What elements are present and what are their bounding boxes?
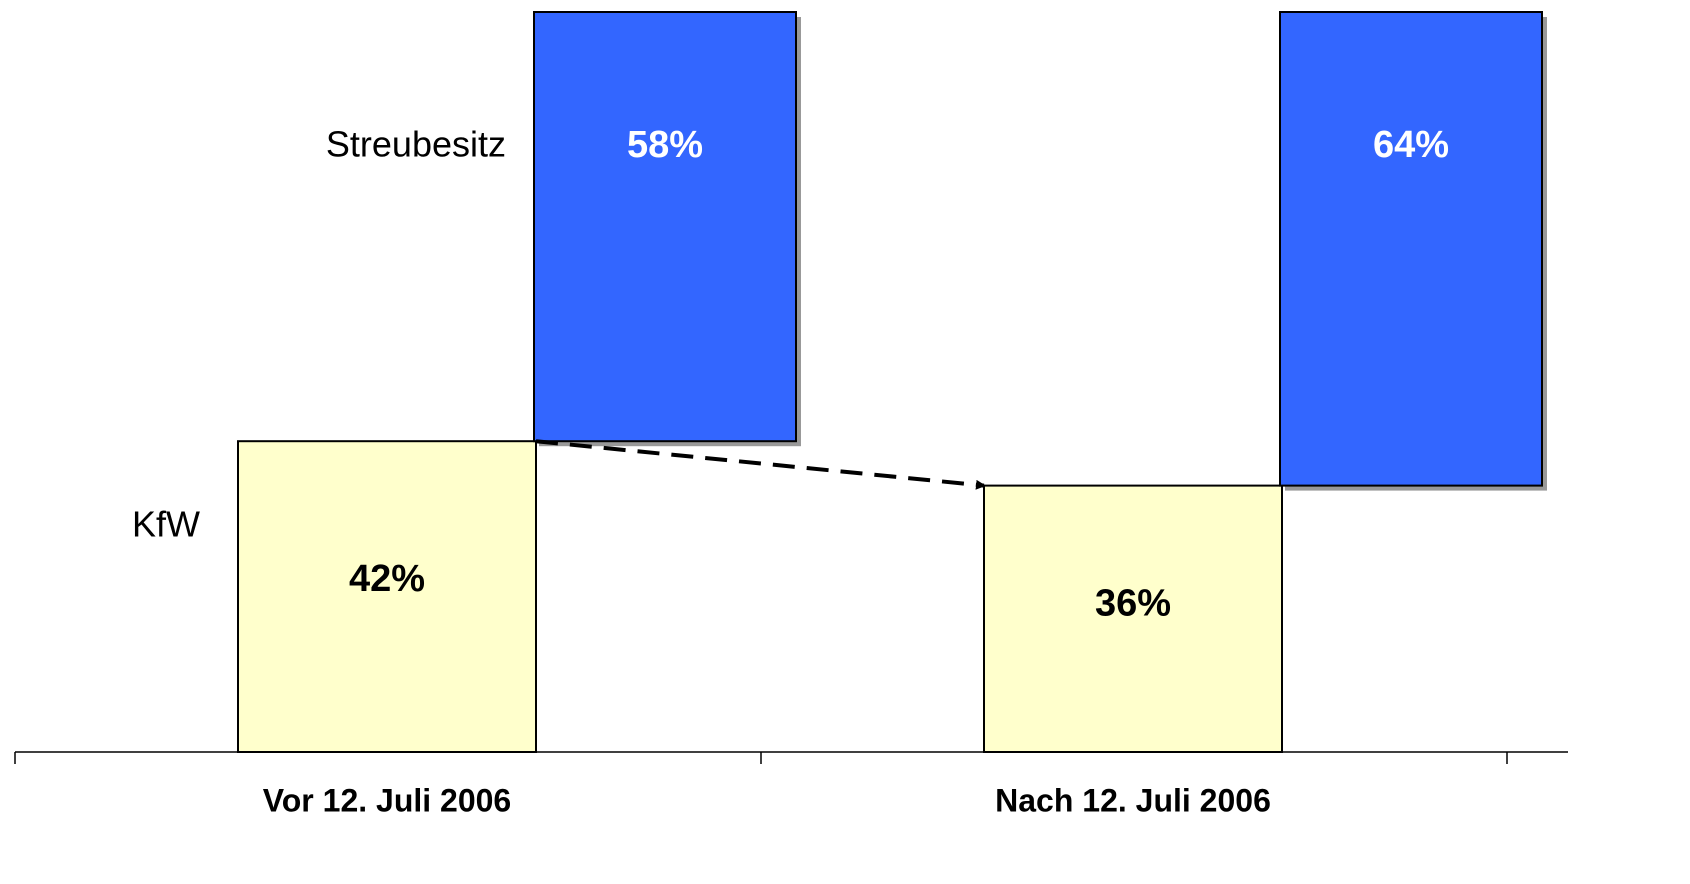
value-label: 58% [627, 124, 703, 166]
connector-arrow [535, 439, 986, 490]
legend-label: Streubesitz [326, 124, 506, 165]
x-tick-label: Vor 12. Juli 2006 [263, 782, 511, 818]
legend-label: KfW [132, 504, 200, 545]
value-label: 36% [1095, 583, 1171, 625]
bar [237, 440, 537, 753]
value-label: 64% [1373, 124, 1449, 166]
bar [533, 11, 797, 443]
bar [1279, 11, 1543, 487]
bar [983, 484, 1283, 753]
value-label: 42% [349, 558, 425, 600]
x-tick-label: Nach 12. Juli 2006 [995, 782, 1271, 818]
